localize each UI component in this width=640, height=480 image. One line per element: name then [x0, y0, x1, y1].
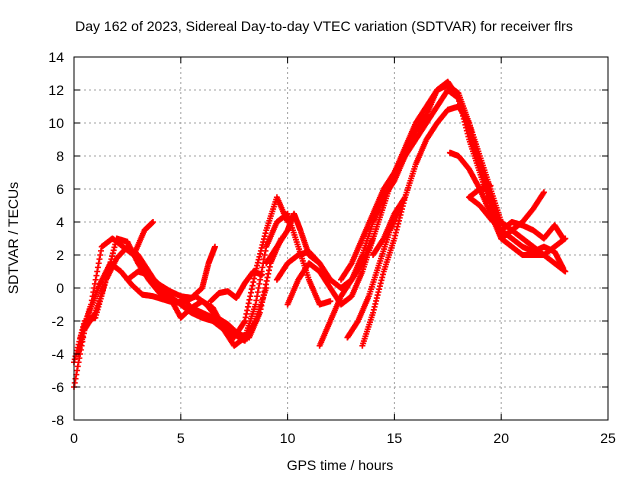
data-point	[487, 182, 494, 189]
x-tick-label: 25	[600, 430, 616, 446]
y-tick-label: 8	[56, 148, 64, 164]
series-trace-s	[498, 219, 567, 242]
data-point	[560, 235, 567, 242]
x-tick-label: 5	[177, 430, 185, 446]
data-point	[560, 265, 567, 272]
series-trace-d	[77, 219, 157, 341]
x-tick-label: 0	[70, 430, 78, 446]
y-tick-label: -4	[52, 346, 65, 362]
series-trace-o	[370, 194, 409, 258]
x-tick-label: 20	[493, 430, 509, 446]
y-tick-label: 2	[56, 247, 64, 263]
y-tick-label: 4	[56, 214, 64, 230]
series-trace-n	[359, 103, 569, 349]
data-point	[211, 243, 218, 250]
plot-frame	[73, 56, 609, 421]
y-tick-label: -2	[52, 313, 65, 329]
y-tick-label: 0	[56, 280, 64, 296]
data-point	[263, 285, 270, 291]
y-tick-label: -6	[52, 379, 65, 395]
series-trace-e	[124, 268, 270, 344]
y-tick-label: 10	[48, 115, 64, 131]
x-tick-label: 10	[280, 430, 296, 446]
y-axis-label: SDTVAR / TECUs	[5, 182, 21, 294]
x-tick-label: 15	[387, 430, 403, 446]
series-trace-r	[466, 182, 494, 201]
data-point	[540, 189, 547, 196]
data-point	[562, 268, 569, 275]
chart-title: Day 162 of 2023, Sidereal Day-to-day VTE…	[75, 18, 573, 34]
series-trace-g	[207, 268, 265, 305]
axes: 0 5 10 15 20 25 -8 -6 -4 -2 0 2 4 6 8 10 12 14	[48, 49, 616, 446]
y-tick-label: -8	[52, 412, 65, 428]
data-point	[402, 194, 409, 201]
y-tick-label: 6	[56, 181, 64, 197]
data-point	[150, 219, 157, 225]
y-tick-label: 14	[48, 49, 64, 65]
y-tick-label: 12	[48, 82, 64, 98]
series-trace-l	[338, 82, 505, 283]
x-axis-label: GPS time / hours	[287, 457, 394, 473]
data-point	[258, 271, 265, 278]
grid-lines	[74, 57, 608, 420]
data-point	[327, 298, 334, 305]
series-trace-f	[177, 243, 218, 301]
data-points	[71, 78, 569, 390]
